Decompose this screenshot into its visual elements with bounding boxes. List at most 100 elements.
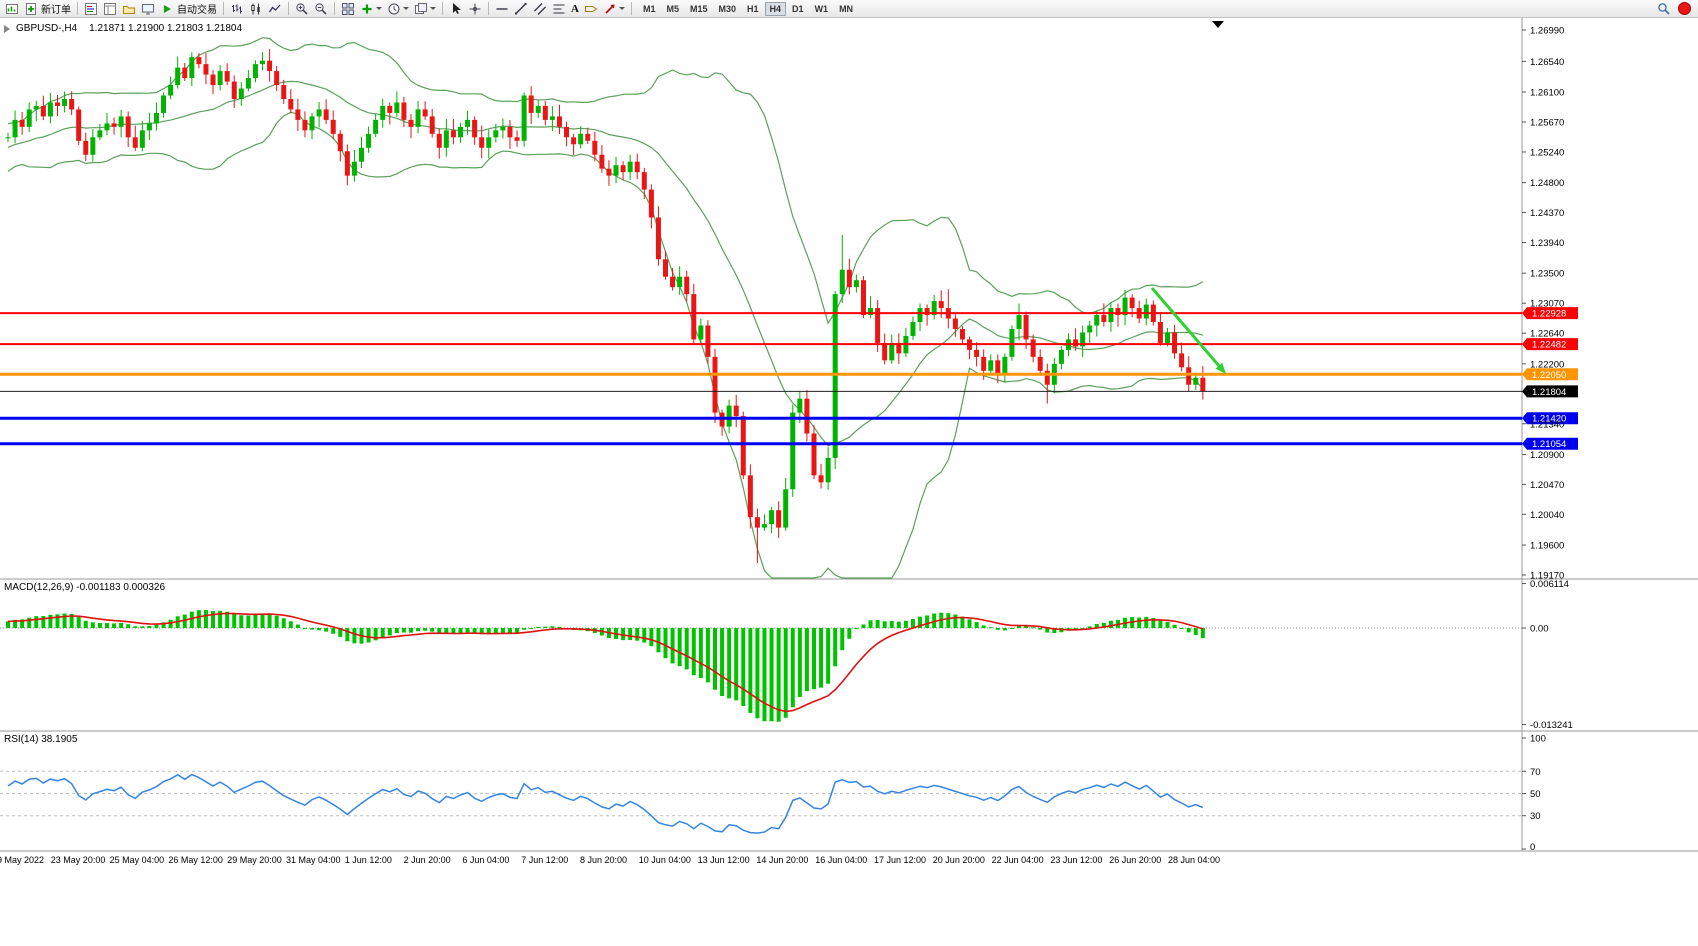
search-button[interactable]	[1655, 1, 1673, 17]
toolbar-separator	[488, 2, 489, 15]
macd-signal-line	[7, 612, 1204, 713]
candlestick-mode-button[interactable]	[247, 1, 265, 17]
drawn-objects[interactable]	[0, 21, 1522, 446]
arrows-tool-button[interactable]	[601, 1, 627, 17]
new-chart-button[interactable]	[3, 1, 21, 17]
candle-body	[5, 137, 11, 139]
tf-button-d1[interactable]: D1	[792, 3, 804, 14]
candle-body	[620, 165, 626, 173]
candle-body	[542, 105, 548, 120]
toolbar-separator	[288, 2, 289, 15]
candle-body	[684, 276, 690, 295]
macd-bar	[27, 617, 32, 629]
candle-body	[83, 140, 89, 155]
macd-bar	[677, 628, 682, 667]
cursor-tool-button[interactable]	[447, 1, 465, 17]
terminal-button[interactable]	[139, 1, 157, 17]
tf-button-m15[interactable]: M15	[689, 3, 708, 14]
rsi-line	[7, 773, 1204, 834]
ohlc-values: 1.21871 1.21900 1.21803 1.21804	[89, 23, 243, 34]
candle-body	[747, 475, 753, 518]
tf-button-h4[interactable]: H4	[764, 1, 787, 16]
templates-button[interactable]	[412, 1, 438, 17]
macd-bar	[1017, 625, 1022, 629]
ohlc-bars-icon	[232, 4, 242, 13]
data-window-button[interactable]	[101, 1, 119, 17]
line-chart-mode-button[interactable]	[266, 1, 284, 17]
tf-button-w1[interactable]: W1	[814, 3, 829, 14]
price-marker	[1522, 385, 1578, 398]
zoom-in-icon	[296, 2, 308, 15]
indicators-button[interactable]	[358, 1, 384, 17]
toolbar-separator	[630, 2, 632, 15]
candle-body	[1122, 297, 1128, 316]
candle-body	[761, 524, 767, 528]
macd-bar	[394, 628, 399, 634]
hline-tool-button[interactable]	[493, 1, 511, 17]
one-click-trading-toggle[interactable]	[4, 25, 10, 33]
candle-body	[981, 356, 987, 371]
candle-body	[811, 433, 817, 476]
navigator-button[interactable]	[120, 1, 138, 17]
candle-body	[450, 130, 456, 138]
symbol-period-label: GBPUSD-,H4 1.21871 1.21900 1.21803 1.2180…	[16, 23, 242, 34]
fibonacci-tool-button[interactable]	[550, 1, 568, 17]
price-marker-label: 1.21804	[1532, 387, 1566, 398]
macd-bar	[1193, 628, 1198, 635]
channel-tool-button[interactable]	[531, 1, 549, 17]
tf-button-m30[interactable]: M30	[718, 3, 737, 14]
candle-body	[846, 269, 852, 288]
macd-bar	[83, 620, 88, 629]
candle-body	[613, 165, 619, 176]
candle-body	[168, 85, 174, 96]
tf-button-m5[interactable]: M5	[666, 3, 679, 14]
chart-canvas[interactable]: 1.22928 1.22482 1.22050 1.21804 1.21420 1.210…	[0, 18, 1698, 946]
tf-button-h1[interactable]: H1	[747, 3, 759, 14]
price-tick-label: 1.26100	[1530, 88, 1564, 99]
macd-bar	[896, 621, 901, 629]
candle-body	[698, 325, 704, 340]
macd-bar	[910, 619, 915, 629]
tag-icon	[584, 5, 598, 12]
candle-body	[1037, 356, 1043, 371]
text-label-tool-button[interactable]	[582, 1, 600, 17]
candle-body	[882, 342, 888, 361]
notification-badge[interactable]	[1678, 2, 1691, 15]
market-watch-button[interactable]	[82, 1, 100, 17]
new-order-button[interactable]: 新订单	[22, 1, 73, 17]
candle-body	[677, 276, 683, 288]
tf-button-mn[interactable]: MN	[839, 3, 854, 14]
line-chart-icon	[268, 4, 281, 12]
periods-button[interactable]	[385, 1, 411, 17]
macd-bar	[97, 623, 102, 629]
trend-arrow-line[interactable]	[1150, 287, 1224, 371]
macd-bar	[1165, 621, 1170, 629]
crosshair-tool-button[interactable]	[466, 1, 484, 17]
zoom-in-button[interactable]	[293, 1, 311, 17]
time-label: 8 Jun 20:00	[580, 855, 627, 865]
time-label: 23 May 20:00	[51, 855, 106, 865]
macd-bar	[119, 622, 124, 629]
tf-button-m1[interactable]: M1	[642, 3, 656, 14]
tile-windows-button[interactable]	[339, 1, 357, 17]
macd-bar	[196, 610, 201, 629]
auto-trading-icon	[164, 4, 171, 13]
chart-shift-marker[interactable]	[1212, 21, 1224, 28]
trendline-tool-button[interactable]	[512, 1, 530, 17]
text-tool-button[interactable]: A	[569, 1, 581, 17]
macd-tick-label: -0.013241	[1530, 720, 1573, 731]
candlestick-icon	[251, 3, 260, 14]
candle-body	[804, 398, 810, 434]
candle-body	[606, 168, 612, 176]
fibonacci-icon	[553, 4, 565, 13]
candle-body	[1044, 370, 1050, 385]
macd-bar	[1172, 624, 1177, 629]
candle-body	[295, 109, 301, 120]
symbol-name: GBPUSD-,H4	[16, 23, 78, 34]
price-tick-label: 1.19170	[1530, 571, 1564, 582]
candle-body	[599, 154, 605, 169]
time-label: 22 Jun 04:00	[992, 855, 1044, 865]
auto-trading-button[interactable]: 自动交易	[158, 1, 219, 17]
bar-chart-mode-button[interactable]	[228, 1, 246, 17]
zoom-out-button[interactable]	[312, 1, 330, 17]
